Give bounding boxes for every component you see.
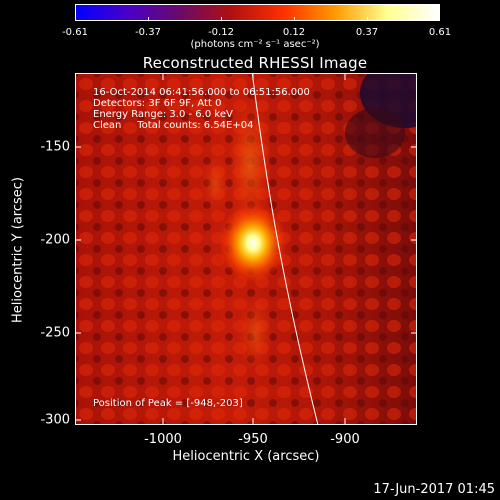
xtick-label: -950 bbox=[238, 432, 268, 447]
x-axis-label: Heliocentric X (arcsec) bbox=[172, 449, 320, 464]
peak-position-label: Position of Peak = [-948,-203] bbox=[93, 398, 243, 409]
clean-counts: Clean Total counts: 6.54E+04 bbox=[93, 120, 254, 131]
colorbar bbox=[75, 4, 440, 21]
colorbar-tick-mark bbox=[75, 17, 76, 21]
xtick-label: -900 bbox=[330, 432, 360, 447]
plot-title: Reconstructed RHESSI Image bbox=[142, 54, 368, 72]
xtick-label: -1000 bbox=[144, 432, 182, 447]
colorbar-tick-mark bbox=[294, 17, 295, 21]
colorbar-units-label: (photons cm⁻² s⁻¹ asec⁻²) bbox=[190, 39, 320, 50]
colorbar-tick-label: 0.61 bbox=[428, 27, 452, 38]
y-axis-label: Heliocentric Y (arcsec) bbox=[10, 177, 26, 323]
colorbar-tick-label: 0.37 bbox=[355, 27, 379, 38]
colorbar-tick-label: 0.12 bbox=[282, 27, 306, 38]
ytick-label: -300 bbox=[40, 412, 70, 428]
colorbar-tick-label: -0.61 bbox=[62, 27, 88, 38]
colorbar-tick-mark bbox=[221, 17, 222, 21]
colorbar-tick-label: -0.37 bbox=[135, 27, 161, 38]
time-range: 16-Oct-2014 06:41:56.000 to 06:51:56.000 bbox=[93, 87, 310, 98]
energy-range: Energy Range: 3.0 - 6.0 keV bbox=[93, 109, 233, 120]
image-info: 16-Oct-2014 06:41:56.000 to 06:51:56.000… bbox=[93, 87, 310, 131]
detectors: Detectors: 3F 6F 9F, Att 0 bbox=[93, 98, 222, 109]
colorbar-tick-label: -0.12 bbox=[208, 27, 234, 38]
colorbar-tick-mark bbox=[439, 17, 440, 21]
rhessi-image bbox=[75, 73, 417, 425]
date-stamp: 17-Jun-2017 01:45 bbox=[373, 482, 495, 497]
ytick-label: -150 bbox=[40, 139, 70, 155]
ytick-label: -200 bbox=[40, 232, 70, 248]
colorbar-tick-mark bbox=[367, 17, 368, 21]
image-plot bbox=[75, 73, 417, 425]
ytick-label: -250 bbox=[40, 325, 70, 341]
colorbar-tick-mark bbox=[148, 17, 149, 21]
